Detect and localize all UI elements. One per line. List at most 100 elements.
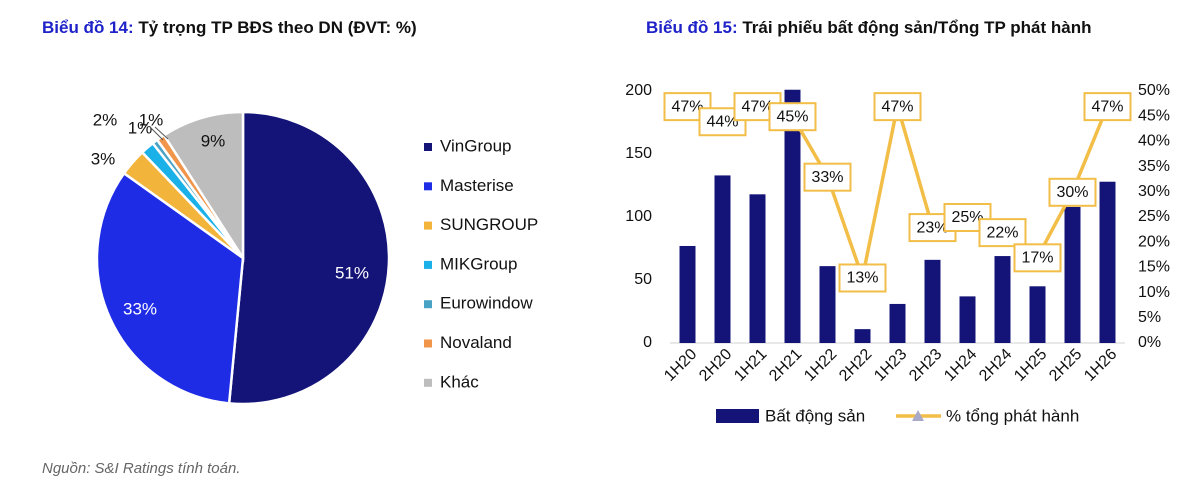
pie-slice-masterise [95, 171, 245, 405]
legend-label-novaland: Novaland [440, 333, 512, 352]
pie-label-sungroup: 3% [91, 149, 116, 168]
y-right-tick: 5% [1138, 309, 1161, 326]
line-label-1h20: 47% [671, 98, 703, 115]
line-label-2h25: 30% [1056, 184, 1088, 201]
pie-label-mikgroup: 1% [128, 118, 153, 137]
source-note: Nguồn: S&I Ratings tính toán. [42, 460, 241, 477]
legend-label-masterise: Masterise [440, 176, 514, 195]
bar-1h22 [819, 266, 836, 343]
chart14-title: Biểu đồ 14: Tỷ trọng TP BĐS theo DN (ĐVT… [42, 18, 417, 38]
legend-label-vingroup: VinGroup [440, 136, 512, 155]
line-label-2h23: 23% [916, 219, 948, 236]
pie-leader-line [154, 126, 169, 140]
bar-2h25 [1064, 206, 1081, 343]
bar-line-chart: 0 50 100 150 200 0% 5% 10% 15% 20% 25% 30% 35% 40% 45%… [625, 82, 1170, 425]
x-tick-1h20: 1H20 [661, 346, 700, 385]
legend-label-sungroup: SUNGROUP [440, 215, 538, 234]
bar-2h23 [924, 259, 941, 343]
line-label-2h24: 22% [986, 224, 1018, 241]
x-tick-2h20: 2H20 [696, 346, 735, 385]
line-label-box-1h25 [1013, 243, 1062, 273]
line-label-box-1h22 [803, 162, 852, 192]
pie-chart: 51% 33% 3% 1% 9% 2% 1% VinGroup Masterise SUNGROU… [91, 110, 538, 406]
legend-label-bar: Bất động sản [765, 406, 865, 425]
chart14-title-text: Tỷ trọng TP BĐS theo DN (ĐVT: %) [133, 18, 417, 37]
bar-1h20 [679, 245, 696, 343]
bar-1h25 [1029, 286, 1046, 343]
line-label-box-1h26 [1083, 92, 1132, 122]
legend-label-khác: Khác [440, 372, 479, 391]
chart15-title-number: Biểu đồ 15: [646, 18, 738, 37]
pie-label-khác: 9% [201, 131, 226, 150]
legend-label-eurowindow: Eurowindow [440, 294, 533, 313]
y-right-tick: 40% [1138, 133, 1170, 150]
legend-swatch-khác [424, 378, 432, 387]
line-label-box-2h25 [1048, 177, 1097, 207]
y-right-tick: 0% [1138, 334, 1161, 351]
line-label-box-2h24 [978, 218, 1027, 248]
legend-swatch-masterise [424, 182, 432, 191]
line-label-1h26: 47% [1091, 98, 1123, 115]
chart15-title-text: Trái phiếu bất động sản/Tổng TP phát hàn… [737, 18, 1092, 37]
x-tick-1h21: 1H21 [731, 346, 770, 385]
legend-triangle-icon [912, 410, 924, 421]
chart14-title-number: Biểu đồ 14: [42, 18, 134, 37]
line-label-2h20: 44% [706, 113, 738, 130]
y-right-tick: 30% [1138, 183, 1170, 200]
line-label-1h24: 25% [951, 209, 983, 226]
y-right-tick: 10% [1138, 284, 1170, 301]
pie-label-novaland: 1% [139, 110, 164, 129]
y-left-tick: 150 [625, 145, 652, 162]
y-right-tick: 50% [1138, 82, 1170, 99]
y-right-tick: 25% [1138, 208, 1170, 225]
bar-1h23 [889, 303, 906, 343]
x-tick-2h21: 2H21 [766, 346, 805, 385]
legend-swatch-sungroup [424, 221, 432, 230]
x-tick-1h26: 1H26 [1081, 346, 1120, 385]
line-label-2h22: 13% [846, 270, 878, 287]
x-tick-2h25: 2H25 [1046, 346, 1085, 385]
bar-1h21 [749, 194, 766, 343]
legend-swatch-mikgroup [424, 260, 432, 269]
pie-slice-khác [162, 110, 245, 263]
x-tick-2h23: 2H23 [906, 346, 945, 385]
line-label-box-1h23 [873, 92, 922, 122]
bar-2h20 [714, 175, 731, 343]
bar-2h21 [784, 89, 801, 344]
y-left-tick: 100 [625, 208, 652, 225]
y-right-tick: 35% [1138, 158, 1170, 175]
y-right-tick: 15% [1138, 259, 1170, 276]
line-label-box-2h22 [838, 263, 887, 293]
x-tick-1h23: 1H23 [871, 346, 910, 385]
line-label-1h21: 47% [741, 98, 773, 115]
bar-2h22 [854, 329, 871, 343]
y-left-tick: 0 [643, 334, 652, 351]
line-label-1h22: 33% [811, 169, 843, 186]
line-label-box-2h21 [768, 102, 817, 132]
line-label-1h25: 17% [1021, 250, 1053, 267]
line-label-2h21: 45% [776, 108, 808, 125]
legend-label-mikgroup: MIKGroup [440, 254, 517, 273]
x-tick-1h25: 1H25 [1011, 346, 1050, 385]
pie-slice-vingroup [227, 110, 391, 406]
pie-leader-line [149, 126, 164, 141]
x-tick-1h24: 1H24 [941, 346, 980, 385]
y-left-tick: 200 [625, 82, 652, 99]
y-right-tick: 20% [1138, 233, 1170, 250]
legend-swatch-bar [716, 409, 759, 423]
x-tick-2h24: 2H24 [976, 346, 1015, 385]
bar-1h24 [959, 296, 976, 343]
y-right-tick: 45% [1138, 107, 1170, 124]
y-left-tick: 50 [634, 271, 652, 288]
legend-label-line: % tổng phát hành [946, 406, 1079, 425]
pie-label-masterise: 33% [123, 299, 157, 318]
legend-swatch-vingroup [424, 143, 432, 151]
pie-label-extra: 2% [93, 110, 118, 129]
legend-swatch-novaland [424, 339, 432, 348]
legend-swatch-eurowindow [424, 300, 432, 309]
bar-1h26 [1099, 181, 1116, 343]
bar-2h24 [994, 256, 1011, 343]
pie-label-vingroup: 51% [335, 263, 369, 282]
line-label-1h23: 47% [881, 98, 913, 115]
x-tick-2h22: 2H22 [836, 346, 875, 385]
